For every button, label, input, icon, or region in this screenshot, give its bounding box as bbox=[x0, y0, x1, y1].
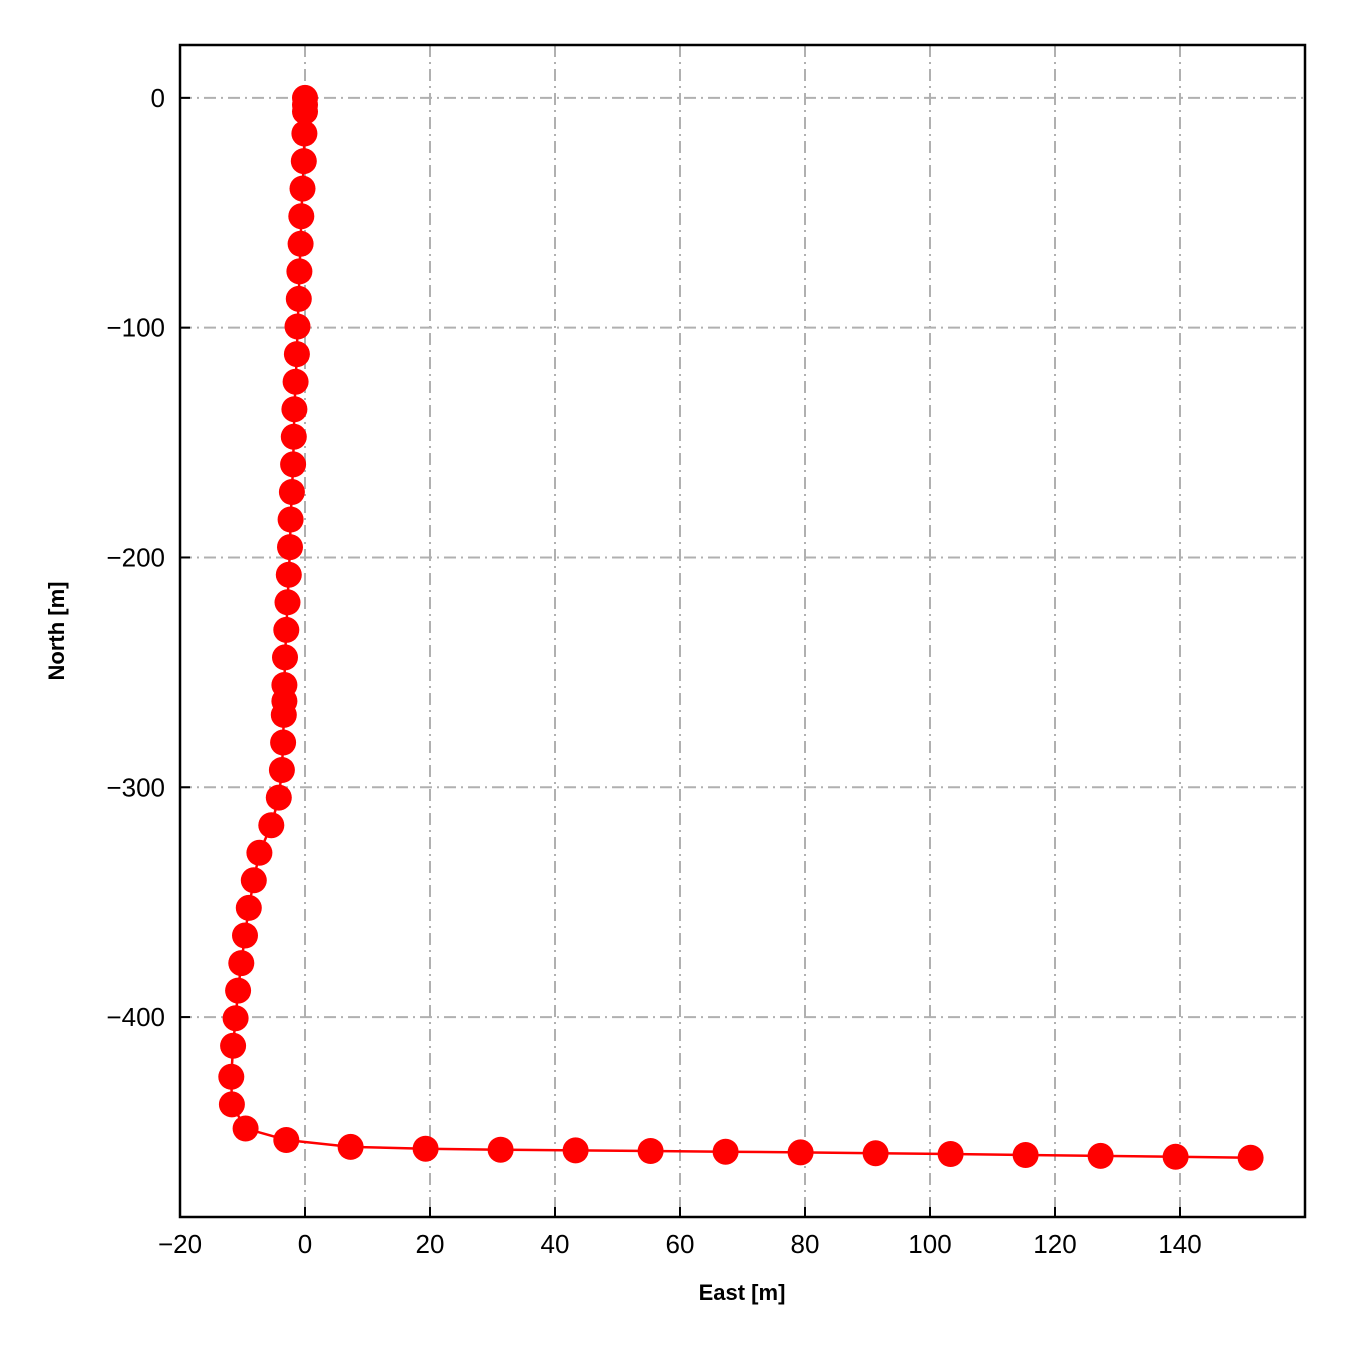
trajectory-point bbox=[712, 1138, 739, 1165]
x-tick-label: 60 bbox=[666, 1229, 695, 1259]
trajectory-point bbox=[292, 98, 318, 125]
trajectory-point bbox=[220, 1032, 247, 1059]
trajectory-point bbox=[258, 812, 285, 839]
x-tick-label: 120 bbox=[1033, 1229, 1076, 1259]
trajectory-point bbox=[270, 701, 297, 728]
trajectory-point bbox=[337, 1133, 364, 1160]
y-tick-label: −300 bbox=[106, 772, 165, 802]
trajectory-point bbox=[281, 396, 308, 423]
y-tick-label: −200 bbox=[106, 542, 165, 572]
trajectory-point bbox=[487, 1136, 514, 1163]
x-tick-label: −20 bbox=[158, 1229, 202, 1259]
trajectory-point bbox=[412, 1135, 439, 1162]
trajectory-point bbox=[282, 368, 309, 395]
trajectory-point bbox=[225, 977, 252, 1004]
x-tick-label: 40 bbox=[541, 1229, 570, 1259]
trajectory-point bbox=[280, 423, 307, 450]
trajectory-point bbox=[862, 1140, 889, 1167]
trajectory-point bbox=[218, 1063, 245, 1090]
trajectory-point bbox=[787, 1139, 814, 1166]
trajectory-point bbox=[937, 1141, 964, 1167]
trajectory-point bbox=[289, 175, 316, 202]
trajectory-point bbox=[1162, 1143, 1189, 1170]
y-tick-label: −100 bbox=[106, 313, 165, 343]
trajectory-line bbox=[230, 97, 1251, 1159]
grid-lines bbox=[180, 45, 1305, 1217]
trajectory-point bbox=[283, 341, 310, 368]
trajectory-point bbox=[290, 148, 317, 175]
trajectory-point bbox=[284, 313, 311, 340]
trajectory-point bbox=[1087, 1142, 1114, 1169]
x-tick-label: 0 bbox=[298, 1229, 312, 1259]
trajectory-point bbox=[277, 506, 304, 533]
trajectory-point bbox=[272, 644, 298, 671]
trajectory-point bbox=[232, 1115, 259, 1142]
trajectory-point bbox=[273, 1127, 300, 1153]
trajectory-point bbox=[1237, 1144, 1264, 1171]
trajectory-point bbox=[235, 894, 262, 921]
trajectory-point bbox=[265, 784, 292, 811]
trajectory-point bbox=[562, 1137, 589, 1164]
trajectory-point bbox=[278, 479, 305, 505]
y-axis-label: North [m] bbox=[44, 582, 69, 681]
trajectory-point bbox=[637, 1138, 664, 1164]
trajectory-point bbox=[232, 922, 258, 949]
trajectory-point bbox=[218, 1091, 245, 1118]
trajectory-point bbox=[287, 230, 314, 257]
trajectory-point bbox=[268, 757, 295, 783]
y-tick-label: −400 bbox=[106, 1002, 165, 1032]
trajectory-point bbox=[280, 451, 307, 478]
y-tick-label: 0 bbox=[151, 83, 165, 113]
trajectory-point bbox=[228, 950, 255, 977]
x-tick-label: 80 bbox=[791, 1229, 820, 1259]
trajectory-series bbox=[218, 84, 1264, 1171]
trajectory-point bbox=[273, 616, 300, 643]
trajectory-point bbox=[277, 534, 303, 561]
x-axis-label: East [m] bbox=[699, 1280, 786, 1305]
trajectory-point bbox=[285, 285, 312, 312]
trajectory-point bbox=[274, 589, 301, 616]
plot-frame bbox=[178, 43, 1307, 1219]
trajectory-point bbox=[222, 1005, 249, 1032]
trajectory-point bbox=[246, 839, 273, 866]
x-tick-label: 140 bbox=[1158, 1229, 1201, 1259]
trajectory-point bbox=[291, 120, 318, 147]
trajectory-point bbox=[1012, 1142, 1039, 1168]
trajectory-point bbox=[286, 258, 313, 285]
x-tick-label: 20 bbox=[416, 1229, 445, 1259]
trajectory-point bbox=[275, 561, 302, 588]
trajectory-point bbox=[270, 729, 297, 756]
trajectory-point bbox=[240, 867, 267, 894]
x-tick-label: 100 bbox=[908, 1229, 951, 1259]
trajectory-point bbox=[288, 203, 315, 230]
